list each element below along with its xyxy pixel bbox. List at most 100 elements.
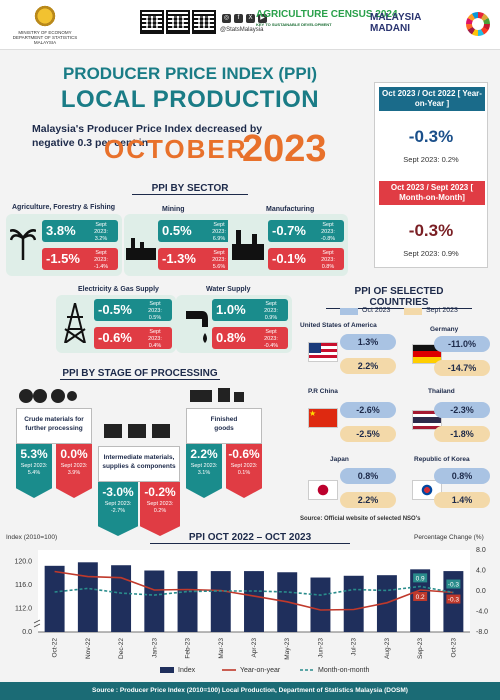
stage-mom-flag: -0.6% Sept 2023: 0.1%	[226, 444, 262, 498]
country-name: Republic of Korea	[414, 456, 470, 463]
sector-label: Electricity & Gas Supply	[78, 286, 159, 293]
data-label: -0.3	[448, 582, 460, 589]
stage-label-box: Finished goods	[186, 408, 262, 444]
mom-value: -0.6%	[98, 330, 132, 345]
stages-heading: PPI BY STAGE OF PROCESSING	[60, 368, 220, 380]
x-tick-label: Oct-22	[52, 638, 59, 658]
youtube-icon[interactable]: ▶	[258, 14, 267, 23]
legend-label: Index	[178, 667, 196, 674]
country-sep-value: 2.2%	[340, 358, 396, 374]
water-tap-icon	[186, 311, 208, 343]
y-tick-label: 120.0	[14, 559, 32, 566]
yoy-note: Sept 2023: 5.4%	[20, 463, 48, 476]
x-tick-label: Dec-22	[118, 638, 125, 659]
china-flag-icon: ★	[308, 408, 338, 428]
qr-code-icon[interactable]	[192, 10, 216, 34]
yoy-note: Sept 2023: 0.9%	[264, 301, 278, 321]
sector-mom-pill: 0.8% Sept 2023: -0.4%	[212, 327, 288, 349]
index-bar	[310, 577, 331, 632]
country-sep-value: -1.8%	[434, 426, 490, 442]
legend-sep-label: Sept 2023	[426, 307, 458, 314]
mom-value: -0.2%	[144, 485, 176, 499]
sector-yoy-pill: 1.0% Sept 2023: 0.9%	[212, 299, 288, 321]
data-label-box	[413, 573, 428, 583]
data-label: 0.9	[416, 575, 425, 582]
yoy-note: Sept 2023: 0.5%	[148, 301, 162, 321]
country-name: Japan	[330, 456, 349, 463]
sector-yoy-pill: -0.7% Sept 2023: -0.8%	[268, 220, 344, 242]
sector-mom-pill: -0.1% Sept 2023: 0.8%	[268, 248, 344, 270]
sector-card: 3.8% Sept 2023: 3.2% -1.5% Sept 2023: -1.4…	[6, 214, 122, 276]
legend-label: Year-on-year	[240, 667, 281, 674]
malaysia-crest-icon	[31, 4, 59, 28]
mom-value: -0.1%	[272, 251, 306, 266]
sector-mom-pill: -1.3% Sept 2023: 5.6%	[158, 248, 236, 270]
stage-label: Crude materials for further processing	[24, 416, 84, 432]
instagram-icon[interactable]: ◎	[222, 14, 231, 23]
japan-flag-icon	[308, 480, 338, 500]
x-tick-label: Sep-23	[417, 638, 424, 659]
crude-materials-icon	[19, 389, 77, 403]
x-tick-label: Jan-23	[151, 638, 158, 658]
mom-value: -0.6%	[228, 447, 260, 461]
data-label: 0.2	[416, 594, 425, 601]
mom-note: Sept 2023: 0.8%	[321, 250, 335, 270]
headline-text: Malaysia's Producer Price Index decrease…	[32, 123, 263, 149]
country-sep-value: 2.2%	[340, 492, 396, 508]
footer-source: Source : Producer Price Index (2010=100)…	[0, 682, 500, 700]
stage-mom-flag: 0.0% Sept 2023: 3.9%	[56, 444, 92, 498]
sector-label: Mining	[162, 206, 185, 213]
mom-note: Sept 2023: -0.4%	[263, 329, 279, 349]
yoy-value: -0.3%	[408, 127, 454, 146]
x-icon[interactable]: X	[246, 14, 255, 23]
y2-tick-label: -4.0	[476, 609, 488, 616]
madani-line2: MADANI	[370, 23, 410, 34]
sector-card: -0.5% Sept 2023: 0.5% -0.6% Sept 2023: 0.4…	[56, 295, 176, 353]
sector-card: -0.7% Sept 2023: -0.8% -0.1% Sept 2023: 0.…	[228, 214, 348, 276]
yoy-note: Sept 2023: -0.8%	[320, 222, 336, 242]
sector-card: 0.5% Sept 2023: 6.9% -1.3% Sept 2023: 5.6%	[124, 214, 240, 276]
y-tick-label: 116.0	[15, 582, 32, 589]
stage-label-box: Crude materials for further processing	[16, 408, 92, 444]
mom-value: -1.5%	[46, 251, 80, 266]
agri-subtitle: KEY TO SUSTAINABLE DEVELOPMENT	[256, 22, 332, 27]
sector-yoy-pill: -0.5% Sept 2023: 0.5%	[94, 299, 172, 321]
index-bar	[44, 565, 65, 632]
mom-line	[54, 585, 454, 596]
country-oct-value: -2.3%	[434, 402, 490, 418]
intermediate-materials-icon	[104, 424, 170, 438]
country-oct-value: -11.0%	[434, 336, 490, 352]
legend-oct-label: Oct 2023	[362, 307, 391, 314]
qr-code-icon[interactable]	[166, 10, 190, 34]
factory-icon	[232, 230, 264, 260]
axis-break-mark	[33, 619, 41, 628]
sector-yoy-pill: 0.5% Sept 2023: 6.9%	[158, 220, 236, 242]
mom-note: Sept 2023: 0.2%	[146, 501, 174, 514]
mom-value: 0.0%	[60, 447, 88, 461]
mom-value: -1.3%	[162, 251, 196, 266]
stage-yoy-flag: -3.0% Sept 2023: -2.7%	[98, 482, 138, 536]
legend-sep-swatch	[404, 308, 422, 315]
sector-mom-pill: -1.5% Sept 2023: -1.4%	[42, 248, 118, 270]
ppi-chart: 120.0 116.0 112.0 0.0 8.0 4.0 0.0 -4.0 -8.0 0.9 0.…	[14, 547, 488, 674]
stage-yoy-flag: 5.3% Sept 2023: 5.4%	[16, 444, 52, 498]
yoy-line	[54, 570, 454, 611]
headline-year: 2023	[242, 128, 327, 170]
mom-value: 0.8%	[216, 330, 246, 345]
yoy-note: Sept 2023: -2.7%	[104, 501, 132, 514]
malaysia-madani-logo: MALAYSIA MADANI	[370, 12, 421, 34]
index-bar	[210, 571, 231, 632]
facebook-icon[interactable]: f	[234, 14, 243, 23]
index-bar	[343, 575, 364, 632]
yoy-value: 2.2%	[190, 447, 218, 461]
index-bar	[77, 562, 98, 632]
mom-note: Sept 2023: 0.9%	[403, 249, 459, 258]
index-bar	[111, 565, 132, 632]
qr-code-icon[interactable]	[140, 10, 164, 34]
x-tick-label: Feb-23	[185, 638, 192, 659]
y2-tick-label: -8.0	[476, 629, 488, 636]
page-subtitle: LOCAL PRODUCTION	[60, 86, 320, 113]
y-axis-label: Index (2010=100)	[6, 534, 58, 541]
palm-tree-icon	[10, 229, 36, 260]
yoy-heading: Oct 2023 / Oct 2022 [ Year-on-Year ]	[379, 87, 485, 111]
